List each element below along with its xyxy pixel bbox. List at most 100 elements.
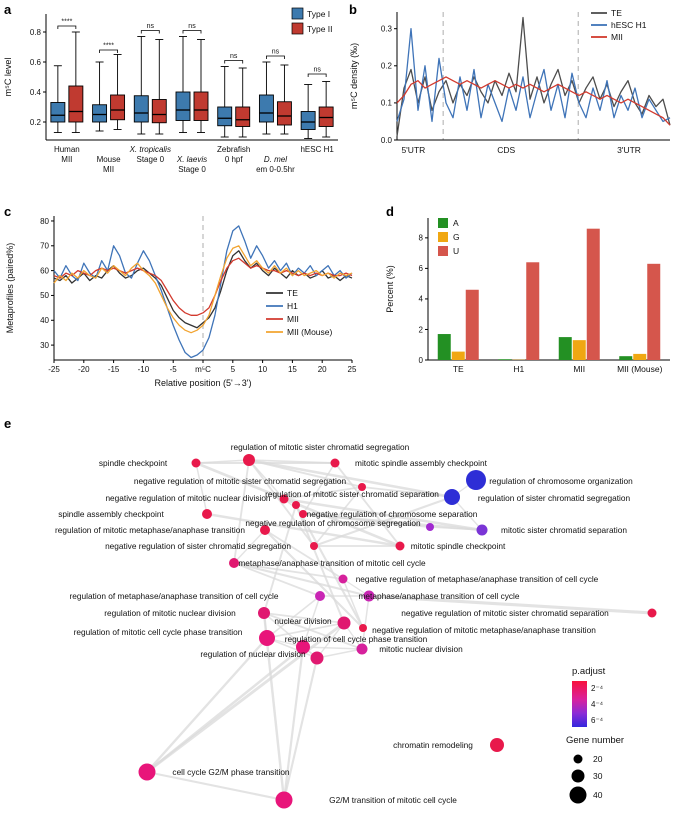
svg-text:ns: ns [230,53,238,60]
svg-text:m⁵C: m⁵C [195,365,211,374]
svg-text:-25: -25 [48,365,60,374]
svg-text:regulation of mitotic sister c: regulation of mitotic sister chromatid s… [231,442,410,452]
svg-text:regulation of mitotic sister c: regulation of mitotic sister chromatid s… [265,489,439,499]
svg-text:metaphase/anaphase transition: metaphase/anaphase transition of mitotic… [238,558,426,568]
svg-text:4: 4 [419,295,424,304]
svg-text:regulation of mitotic cell cyc: regulation of mitotic cell cycle phase t… [74,627,243,637]
svg-text:TE: TE [287,288,298,298]
svg-text:Mouse: Mouse [97,155,122,164]
panel-e-go-enrichment-network: regulation of mitotic sister chromatid s… [55,442,657,809]
svg-text:spindle assembly checkpoint: spindle assembly checkpoint [58,509,164,519]
svg-text:hESC H1: hESC H1 [611,20,647,30]
svg-text:6⁻⁴: 6⁻⁴ [591,716,604,725]
svg-text:6: 6 [419,264,424,273]
svg-text:ns: ns [147,23,155,30]
svg-text:mitotic spindle checkpoint: mitotic spindle checkpoint [411,541,506,551]
svg-text:Zebrafish: Zebrafish [217,145,250,154]
panel-label-c: c [4,204,12,219]
svg-text:MII: MII [573,364,585,374]
svg-text:negative regulation of chromos: negative regulation of chromosome separa… [307,509,478,519]
svg-text:regulation of nuclear division: regulation of nuclear division [200,649,306,659]
panel-b-line-m5c-density-metagene: 0.0 0.1 0.2 0.3 m⁵C density (‰) 5'UTR CDS 3'UTR… [349,8,671,155]
svg-text:-20: -20 [78,365,90,374]
svg-text:H1: H1 [513,364,524,374]
svg-text:****: **** [103,43,114,50]
svg-text:regulation of mitotic metaphas: regulation of mitotic metaphase/anaphase… [55,525,245,535]
svg-text:15: 15 [288,365,297,374]
svg-text:em 0-0.5hr: em 0-0.5hr [256,165,295,174]
svg-text:negative regulation of chromos: negative regulation of chromosome segreg… [245,518,421,528]
svg-text:0.2: 0.2 [30,118,42,127]
svg-text:0.3: 0.3 [381,24,393,33]
svg-text:Type I: Type I [307,9,330,19]
svg-text:D. mel: D. mel [264,155,287,164]
svg-text:80: 80 [40,217,49,226]
svg-text:mitotic nuclear division: mitotic nuclear division [379,644,463,654]
svg-text:negative regulation of mitotic: negative regulation of mitotic nuclear d… [105,493,270,503]
svg-text:MII (Mouse): MII (Mouse) [617,364,663,374]
svg-text:m⁵C level: m⁵C level [3,58,13,97]
svg-text:20: 20 [318,365,327,374]
svg-text:40: 40 [40,316,49,325]
svg-text:8: 8 [419,234,424,243]
svg-text:50: 50 [40,291,49,300]
svg-text:2⁻⁴: 2⁻⁴ [591,684,604,693]
svg-text:-15: -15 [108,365,120,374]
svg-text:MII: MII [611,32,623,42]
svg-text:4⁻⁴: 4⁻⁴ [591,700,604,709]
svg-text:MII: MII [61,155,72,164]
svg-text:60: 60 [40,266,49,275]
svg-text:-5: -5 [170,365,178,374]
svg-text:20: 20 [593,754,603,764]
svg-text:X. tropicalis: X. tropicalis [129,145,171,154]
svg-text:5'UTR: 5'UTR [401,145,425,155]
svg-text:30: 30 [40,341,49,350]
svg-text:G: G [453,232,460,242]
panel-label-e: e [4,416,12,431]
svg-text:X. laevis: X. laevis [176,155,207,164]
panel-label-b: b [349,2,357,17]
svg-text:regulation of chromosome organ: regulation of chromosome organization [489,476,633,486]
svg-text:negative regulation of mitotic: negative regulation of mitotic metaphase… [372,625,596,635]
svg-text:Stage 0: Stage 0 [136,155,164,164]
svg-text:A: A [453,218,459,228]
svg-text:m⁵C density (‰): m⁵C density (‰) [349,43,359,109]
svg-text:negative regulation of metapha: negative regulation of metaphase/anaphas… [356,574,599,584]
svg-text:0.4: 0.4 [30,88,42,97]
svg-text:Metaprofiles (paired%): Metaprofiles (paired%) [5,243,15,334]
svg-text:metaphase/anaphase transition: metaphase/anaphase transition of cell cy… [359,591,520,601]
svg-text:regulation of metaphase/anapha: regulation of metaphase/anaphase transit… [70,591,279,601]
svg-text:nuclear division: nuclear division [274,616,332,626]
svg-text:MII (Mouse): MII (Mouse) [287,327,333,337]
svg-text:3'UTR: 3'UTR [617,145,641,155]
svg-text:0: 0 [419,356,424,365]
svg-text:5: 5 [231,365,236,374]
svg-text:0.8: 0.8 [30,28,42,37]
svg-text:CDS: CDS [497,145,515,155]
svg-text:TE: TE [611,8,622,18]
svg-text:TE: TE [453,364,464,374]
panel-d-bar-nucleotide-percent: 0 2 4 6 8 Percent (%) TE H1 MII MII (Mouse) AGU [385,218,670,374]
svg-text:****: **** [61,19,72,26]
svg-text:-10: -10 [138,365,150,374]
svg-text:2: 2 [419,325,424,334]
svg-text:hESC H1: hESC H1 [300,145,334,154]
svg-text:0.0: 0.0 [381,136,393,145]
svg-text:10: 10 [258,365,267,374]
svg-text:0 hpf: 0 hpf [225,155,244,164]
panel-c-line-metaprofiles: 30 40 50 60 70 80 -25 -20 -15 -10 -5 m⁵C 5 10 15 20 25 Re… [5,216,357,388]
svg-text:regulation of cell cycle phase: regulation of cell cycle phase transitio… [285,634,428,644]
svg-text:Relative position (5'→3'): Relative position (5'→3') [155,378,252,388]
svg-text:G2/M transition of mitotic cel: G2/M transition of mitotic cell cycle [329,795,457,805]
svg-text:mitotic sister chromatid separ: mitotic sister chromatid separation [501,525,627,535]
svg-text:30: 30 [593,771,603,781]
panel-label-d: d [386,204,394,219]
svg-text:negative regulation of sister: negative regulation of sister chromatid … [105,541,291,551]
svg-text:ns: ns [313,67,321,74]
svg-text:H1: H1 [287,301,298,311]
svg-text:0.6: 0.6 [30,58,42,67]
svg-text:negative regulation of mitotic: negative regulation of mitotic sister ch… [134,476,347,486]
svg-text:Type II: Type II [307,24,333,34]
